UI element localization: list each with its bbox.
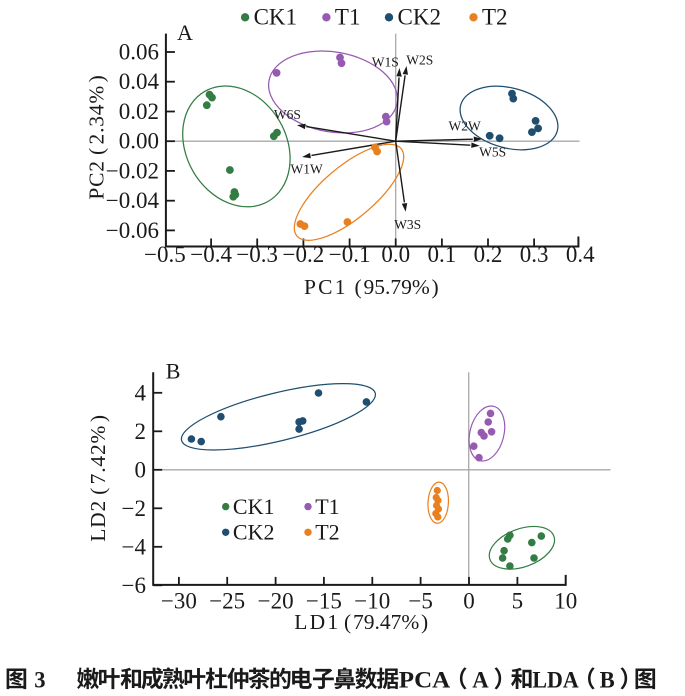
svg-text:0.1: 0.1 xyxy=(428,242,457,267)
svg-text:−5: −5 xyxy=(408,589,432,614)
svg-text:0.2: 0.2 xyxy=(474,242,503,267)
svg-text:4: 4 xyxy=(135,380,147,405)
svg-text:0.06: 0.06 xyxy=(119,40,159,65)
svg-text:B: B xyxy=(166,359,181,384)
svg-text:( 95.79% ): ( 95.79% ) xyxy=(355,275,439,299)
svg-text:CK1: CK1 xyxy=(254,5,297,30)
svg-text:−25: −25 xyxy=(209,589,245,614)
svg-text:W2S: W2S xyxy=(406,53,433,68)
svg-text:T1: T1 xyxy=(315,494,339,519)
svg-text:W5S: W5S xyxy=(479,145,506,160)
svg-text:−4: −4 xyxy=(122,534,147,559)
svg-text:T2: T2 xyxy=(482,5,508,30)
svg-text:( 79.47% ): ( 79.47% ) xyxy=(344,610,428,634)
svg-text:−20: −20 xyxy=(258,589,294,614)
svg-text:W3S: W3S xyxy=(394,217,421,232)
svg-text:3: 3 xyxy=(34,668,45,693)
svg-text:5: 5 xyxy=(512,589,524,614)
svg-text:−30: −30 xyxy=(161,589,197,614)
svg-text:0: 0 xyxy=(463,589,475,614)
svg-text:0: 0 xyxy=(135,457,147,482)
svg-text:−15: −15 xyxy=(306,589,342,614)
svg-text:W2W: W2W xyxy=(448,119,480,134)
svg-text:LD2 ( 7.42% ): LD2 ( 7.42% ) xyxy=(86,414,110,542)
svg-text:PCA: PCA xyxy=(399,668,451,693)
svg-text:T1: T1 xyxy=(335,5,361,30)
svg-text:0.00: 0.00 xyxy=(119,129,159,154)
svg-text:A: A xyxy=(472,668,489,693)
svg-text:PC2 ( 2.34% ): PC2 ( 2.34% ) xyxy=(85,74,109,199)
svg-text:−0.2: −0.2 xyxy=(283,242,325,267)
svg-text:0.02: 0.02 xyxy=(119,99,159,124)
svg-text:W1S: W1S xyxy=(372,54,399,69)
svg-text:CK2: CK2 xyxy=(398,5,441,30)
svg-text:LD1: LD1 xyxy=(294,610,340,634)
svg-text:−0.02: −0.02 xyxy=(106,158,159,183)
svg-text:CK1: CK1 xyxy=(233,494,275,519)
svg-text:B: B xyxy=(600,668,615,693)
svg-text:0.0: 0.0 xyxy=(381,242,410,267)
svg-text:−10: −10 xyxy=(354,589,390,614)
svg-text:LDA: LDA xyxy=(532,668,579,693)
svg-text:−6: −6 xyxy=(122,573,146,598)
svg-text:−0.06: −0.06 xyxy=(106,218,159,243)
svg-text:−0.1: −0.1 xyxy=(329,242,371,267)
svg-text:10: 10 xyxy=(554,589,577,614)
svg-text:−0.3: −0.3 xyxy=(236,242,278,267)
svg-text:T2: T2 xyxy=(315,520,339,545)
svg-text:0.3: 0.3 xyxy=(520,242,549,267)
svg-text:−0.5: −0.5 xyxy=(144,242,186,267)
svg-text:−2: −2 xyxy=(122,496,146,521)
svg-text:−0.04: −0.04 xyxy=(106,188,160,213)
svg-text:W1W: W1W xyxy=(290,162,322,177)
svg-text:A: A xyxy=(177,20,193,45)
svg-text:0.04: 0.04 xyxy=(119,69,160,94)
svg-text:W6S: W6S xyxy=(274,107,301,122)
svg-text:PC1: PC1 xyxy=(304,275,348,299)
svg-text:−0.4: −0.4 xyxy=(190,242,232,267)
svg-text:0.4: 0.4 xyxy=(566,242,595,267)
svg-text:2: 2 xyxy=(135,419,147,444)
svg-text:CK2: CK2 xyxy=(233,520,275,545)
